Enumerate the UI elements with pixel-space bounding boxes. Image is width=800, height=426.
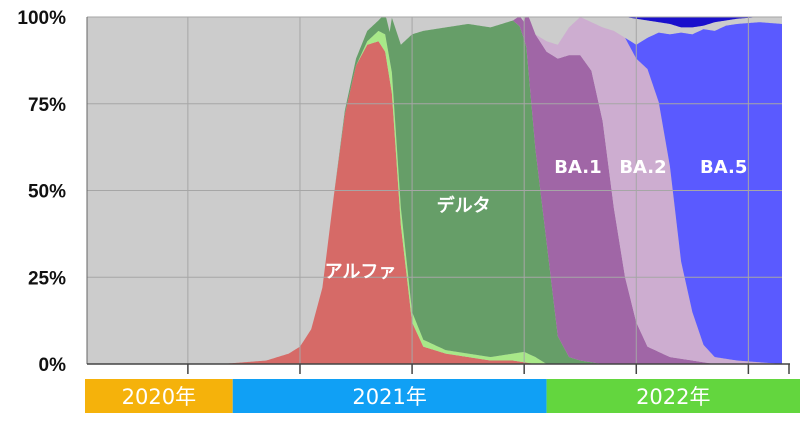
year-band-label: 2021年 bbox=[352, 385, 426, 409]
y-axis: 100% 75% 50% 25% 0% bbox=[17, 8, 66, 376]
year-band-label: 2020年 bbox=[122, 385, 196, 409]
year-band-0 bbox=[85, 379, 233, 413]
gridlines bbox=[86, 16, 790, 374]
series-ba5-area bbox=[87, 17, 782, 364]
series-label-ba1: BA.1 bbox=[554, 157, 601, 178]
y-tick-label: 75% bbox=[28, 95, 66, 116]
year-band-label: 2022年 bbox=[636, 385, 710, 409]
series-label-ba2: BA.2 bbox=[619, 157, 666, 178]
series-label-ba5: BA.5 bbox=[700, 157, 747, 178]
series-label-delta: デルタ bbox=[437, 194, 491, 216]
y-tick-label: 50% bbox=[28, 182, 66, 203]
year-band-1 bbox=[232, 379, 547, 413]
series-label-alpha: アルファ bbox=[325, 261, 397, 282]
series-top-area bbox=[87, 17, 782, 28]
year-band-2 bbox=[546, 379, 800, 413]
series-labels: アルファ デルタ BA.1 BA.2 BA.5 bbox=[325, 157, 748, 282]
year-band-axis: 2020年 2021年 2022年 bbox=[85, 379, 800, 413]
y-tick-label: 0% bbox=[39, 355, 67, 376]
y-tick-label: 100% bbox=[17, 8, 66, 29]
y-tick-label: 25% bbox=[28, 268, 66, 289]
